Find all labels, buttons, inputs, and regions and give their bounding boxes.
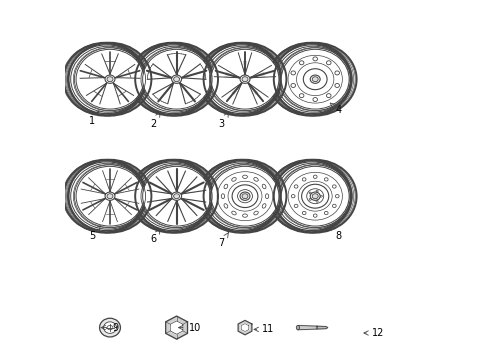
Ellipse shape: [243, 175, 247, 179]
Text: 4: 4: [330, 103, 342, 115]
Ellipse shape: [103, 322, 117, 333]
Ellipse shape: [313, 175, 317, 179]
Ellipse shape: [211, 49, 279, 109]
Ellipse shape: [316, 190, 318, 192]
Text: 11: 11: [254, 324, 274, 334]
Ellipse shape: [299, 94, 304, 98]
Ellipse shape: [254, 177, 258, 181]
Ellipse shape: [224, 204, 228, 208]
Ellipse shape: [302, 178, 306, 181]
Text: 5: 5: [89, 226, 100, 241]
Ellipse shape: [232, 211, 236, 215]
Ellipse shape: [291, 194, 295, 198]
Ellipse shape: [76, 49, 144, 109]
Ellipse shape: [99, 318, 121, 337]
Ellipse shape: [313, 57, 318, 61]
Ellipse shape: [281, 166, 349, 226]
Ellipse shape: [335, 84, 340, 87]
Polygon shape: [298, 325, 317, 330]
Ellipse shape: [240, 75, 250, 83]
Text: 2: 2: [150, 112, 160, 129]
Ellipse shape: [335, 71, 340, 75]
Ellipse shape: [240, 192, 250, 200]
Ellipse shape: [313, 214, 317, 217]
Ellipse shape: [312, 194, 318, 199]
Ellipse shape: [266, 194, 269, 199]
Ellipse shape: [310, 192, 320, 200]
Ellipse shape: [107, 194, 113, 199]
Ellipse shape: [302, 184, 329, 208]
Ellipse shape: [281, 49, 349, 109]
Ellipse shape: [232, 185, 258, 208]
Text: 1: 1: [89, 111, 99, 126]
Ellipse shape: [291, 84, 295, 87]
Ellipse shape: [291, 71, 295, 75]
Ellipse shape: [296, 325, 299, 330]
Ellipse shape: [312, 77, 318, 82]
Ellipse shape: [76, 166, 144, 226]
Ellipse shape: [242, 194, 248, 199]
Ellipse shape: [294, 185, 298, 188]
Polygon shape: [241, 324, 249, 332]
Ellipse shape: [309, 198, 311, 200]
Text: 6: 6: [150, 229, 160, 244]
Text: 10: 10: [178, 323, 201, 333]
Text: 3: 3: [219, 112, 228, 129]
Ellipse shape: [243, 214, 247, 217]
Text: 7: 7: [219, 233, 228, 248]
Ellipse shape: [324, 211, 328, 215]
Ellipse shape: [307, 189, 324, 204]
Ellipse shape: [224, 184, 228, 189]
Ellipse shape: [143, 49, 211, 109]
Text: 8: 8: [330, 226, 342, 241]
Ellipse shape: [332, 185, 336, 188]
Text: 12: 12: [364, 328, 384, 338]
Ellipse shape: [324, 178, 328, 181]
Polygon shape: [317, 326, 328, 329]
Ellipse shape: [320, 195, 322, 197]
Text: 9: 9: [101, 323, 119, 333]
Ellipse shape: [172, 75, 182, 83]
Ellipse shape: [105, 75, 115, 83]
Ellipse shape: [326, 61, 331, 65]
Ellipse shape: [313, 98, 318, 102]
Ellipse shape: [309, 192, 311, 194]
Ellipse shape: [310, 75, 320, 83]
Ellipse shape: [254, 211, 258, 215]
Ellipse shape: [172, 192, 182, 200]
Ellipse shape: [294, 204, 298, 208]
Ellipse shape: [262, 184, 266, 189]
Ellipse shape: [173, 77, 179, 82]
Ellipse shape: [299, 61, 304, 65]
Ellipse shape: [105, 192, 115, 200]
Ellipse shape: [316, 201, 318, 202]
Ellipse shape: [335, 194, 339, 198]
Ellipse shape: [143, 166, 211, 226]
Ellipse shape: [107, 77, 113, 82]
Ellipse shape: [238, 190, 252, 203]
Ellipse shape: [232, 177, 236, 181]
Ellipse shape: [211, 166, 279, 226]
Polygon shape: [238, 320, 252, 335]
Ellipse shape: [173, 194, 179, 199]
Ellipse shape: [302, 211, 306, 215]
Ellipse shape: [242, 77, 248, 82]
Ellipse shape: [262, 204, 266, 208]
Polygon shape: [170, 321, 183, 334]
Polygon shape: [166, 316, 188, 339]
Ellipse shape: [221, 194, 224, 199]
Ellipse shape: [332, 204, 336, 208]
Ellipse shape: [326, 94, 331, 98]
Ellipse shape: [303, 69, 327, 90]
